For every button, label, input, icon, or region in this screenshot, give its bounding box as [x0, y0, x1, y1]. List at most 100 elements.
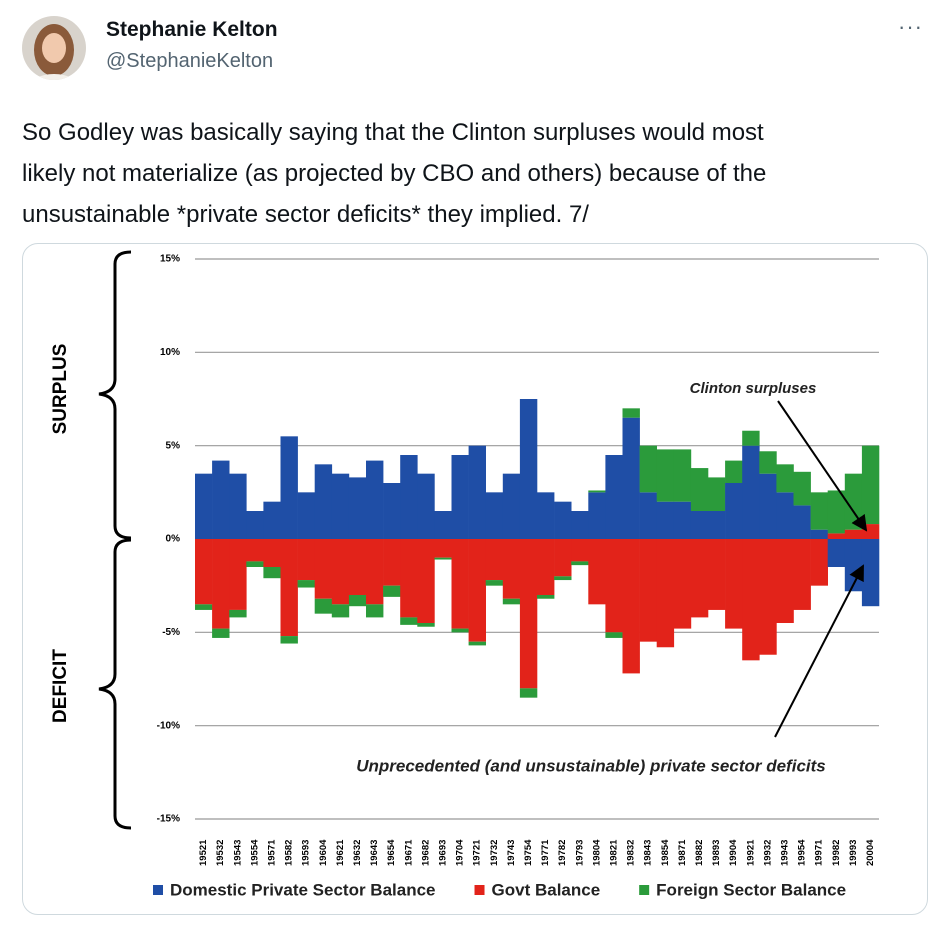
x-tick-label: 19854	[660, 839, 671, 866]
bar	[588, 539, 606, 605]
bar	[690, 539, 709, 618]
x-tick-label: 19871	[677, 839, 688, 866]
bar	[554, 501, 572, 539]
bar	[554, 576, 572, 581]
bar	[400, 455, 418, 539]
bar	[554, 539, 572, 577]
bar	[537, 539, 555, 595]
bar	[639, 492, 657, 539]
bar	[229, 473, 247, 539]
bar	[229, 539, 247, 610]
bracket	[98, 250, 132, 540]
x-tick-label: 19582	[284, 840, 295, 866]
bar	[417, 473, 435, 539]
bar	[656, 539, 675, 648]
x-tick-label: 19771	[540, 839, 551, 866]
bar	[502, 473, 521, 539]
bar	[314, 598, 333, 614]
bar	[417, 623, 435, 627]
x-tick-label: 19571	[266, 839, 277, 866]
bar	[468, 539, 486, 642]
bar	[468, 641, 486, 646]
bar	[776, 539, 794, 623]
bar	[742, 445, 760, 539]
legend-label: Govt Balance	[492, 880, 601, 899]
bar	[759, 451, 777, 474]
bar	[571, 561, 589, 566]
x-tick-label: 19643	[369, 840, 380, 866]
media-card[interactable]: SURPLUS DEFICIT -15% -10% -5% 0% 5% 10% 15% 19…	[22, 243, 928, 915]
x-tick-label: 19593	[301, 840, 312, 866]
deficit-label: DEFICIT	[50, 649, 71, 723]
bar	[366, 460, 384, 539]
bar	[673, 539, 692, 629]
more-button[interactable]: ···	[898, 14, 923, 39]
y-tick-label: 15%	[160, 254, 180, 265]
bar	[297, 492, 315, 539]
bar	[827, 490, 846, 534]
bar	[639, 445, 657, 493]
legend-swatch	[474, 885, 485, 895]
x-tick-label: 19621	[335, 839, 346, 866]
bar	[263, 567, 281, 579]
bar	[434, 511, 452, 539]
y-tick-label: -15%	[157, 814, 180, 825]
x-tick-label: 19554	[249, 839, 260, 866]
bar	[280, 636, 298, 644]
y-tick-label: -10%	[157, 720, 180, 731]
bar	[742, 539, 760, 661]
author-handle[interactable]: @StephanieKelton	[106, 50, 274, 72]
x-tick-label: 19693	[437, 840, 448, 866]
bar	[212, 460, 230, 539]
bar	[810, 539, 828, 586]
bar	[331, 473, 350, 539]
x-tick-label: 19721	[472, 839, 483, 866]
bar	[656, 501, 675, 539]
x-tick-label: 19654	[386, 839, 397, 866]
bar	[571, 539, 589, 562]
bar	[605, 455, 623, 539]
bar	[622, 417, 640, 539]
x-tick-label: 19954	[797, 839, 808, 866]
x-tick-label: 19843	[643, 840, 654, 866]
bar	[537, 595, 555, 599]
bar	[451, 455, 469, 539]
bar	[366, 604, 384, 618]
y-tick-label: 5%	[166, 440, 181, 451]
bar	[468, 445, 486, 539]
bar	[400, 617, 418, 625]
x-tick-label: 19904	[728, 839, 739, 866]
x-tick-label: 19632	[352, 840, 363, 866]
bar	[776, 464, 794, 493]
bar	[571, 511, 589, 539]
bar	[348, 539, 367, 595]
x-tick-label: 19821	[608, 839, 619, 866]
bar	[314, 539, 333, 599]
bar	[588, 490, 606, 493]
bar	[519, 539, 538, 689]
bar	[434, 557, 452, 560]
arrow	[774, 564, 864, 738]
x-tick-label: 19754	[523, 839, 534, 866]
bar	[331, 604, 350, 618]
x-tick-label: 19743	[506, 840, 517, 866]
x-tick-label: 19521	[198, 839, 209, 866]
bar	[366, 539, 384, 605]
x-tick-label: 19671	[403, 839, 414, 866]
bar	[229, 609, 247, 618]
bar	[485, 580, 504, 586]
x-tick-label: 19943	[779, 840, 790, 866]
bar	[502, 539, 521, 599]
legend-swatch	[639, 885, 650, 895]
author-name[interactable]: Stephanie Kelton	[106, 18, 278, 41]
bar	[605, 632, 623, 638]
bar	[827, 539, 846, 567]
y-tick-label: -5%	[162, 627, 180, 638]
avatar[interactable]	[20, 14, 100, 94]
text-line: unsustainable *private sector deficits* …	[22, 201, 589, 228]
bracket	[98, 538, 132, 830]
x-tick-label: 19682	[420, 840, 431, 866]
legend-box	[139, 874, 917, 906]
bar	[673, 501, 692, 539]
